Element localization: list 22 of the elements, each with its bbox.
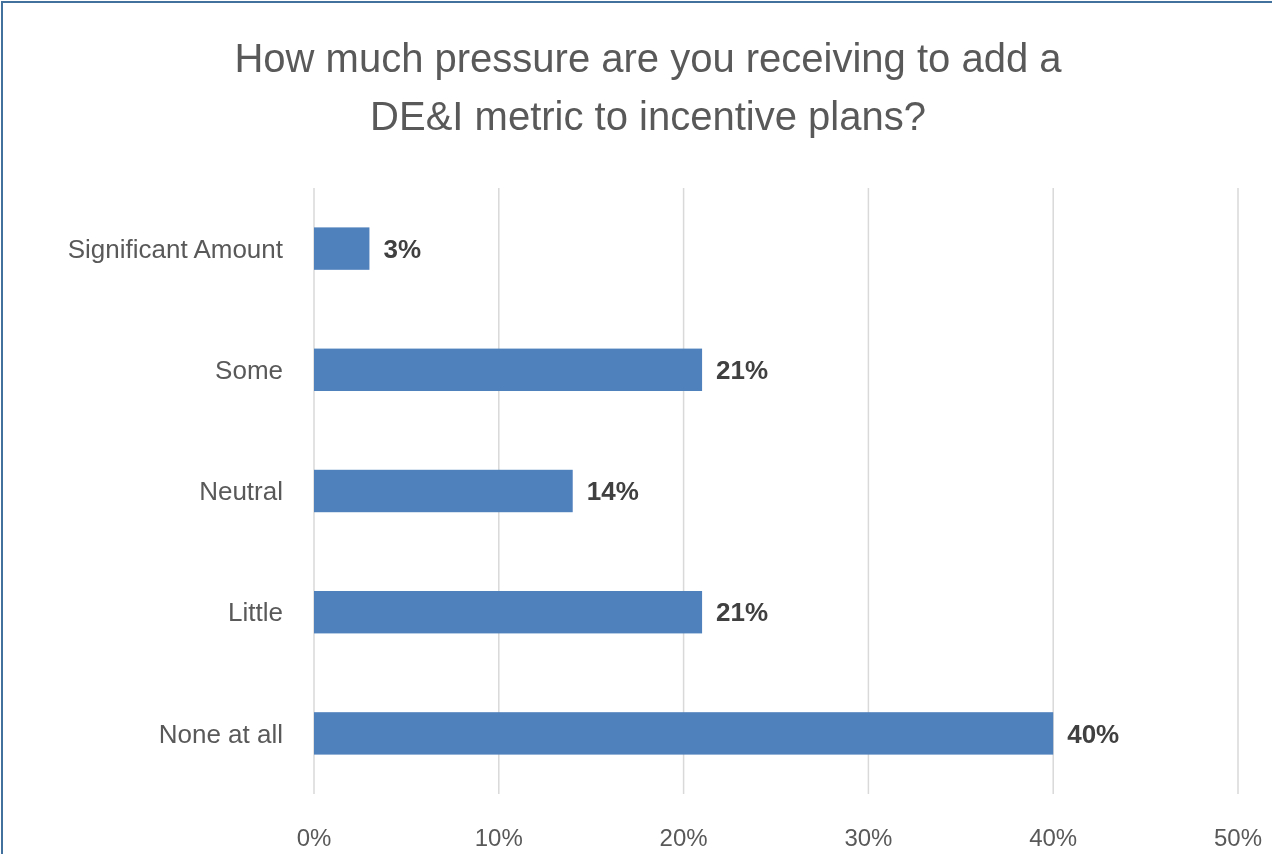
bar bbox=[314, 348, 703, 392]
data-label: 21% bbox=[716, 354, 769, 385]
bar bbox=[314, 590, 703, 634]
chart-title: How much pressure are you receiving to add a DE&I metric to incentive plans? bbox=[234, 36, 1063, 138]
x-tick-label: 0% bbox=[296, 824, 332, 852]
bar bbox=[314, 227, 370, 270]
y-tick-label: Little bbox=[228, 597, 283, 628]
data-label: 21% bbox=[716, 597, 769, 628]
y-tick-label: Neutral bbox=[199, 476, 283, 507]
x-tick-label: 10% bbox=[474, 824, 523, 852]
data-label: 40% bbox=[1067, 718, 1120, 749]
bar bbox=[314, 469, 573, 513]
y-tick-label: Some bbox=[215, 354, 283, 385]
x-tick-label: 50% bbox=[1213, 824, 1263, 852]
bar bbox=[314, 712, 1054, 755]
x-tick-label: 30% bbox=[844, 824, 893, 852]
data-label: 3% bbox=[383, 233, 422, 264]
x-tick-label: 40% bbox=[1029, 824, 1078, 852]
data-label: 14% bbox=[586, 476, 639, 507]
x-tick-label: 20% bbox=[659, 824, 708, 852]
y-tick-label: None at all bbox=[158, 718, 283, 749]
y-tick-label: Significant Amount bbox=[67, 233, 284, 264]
